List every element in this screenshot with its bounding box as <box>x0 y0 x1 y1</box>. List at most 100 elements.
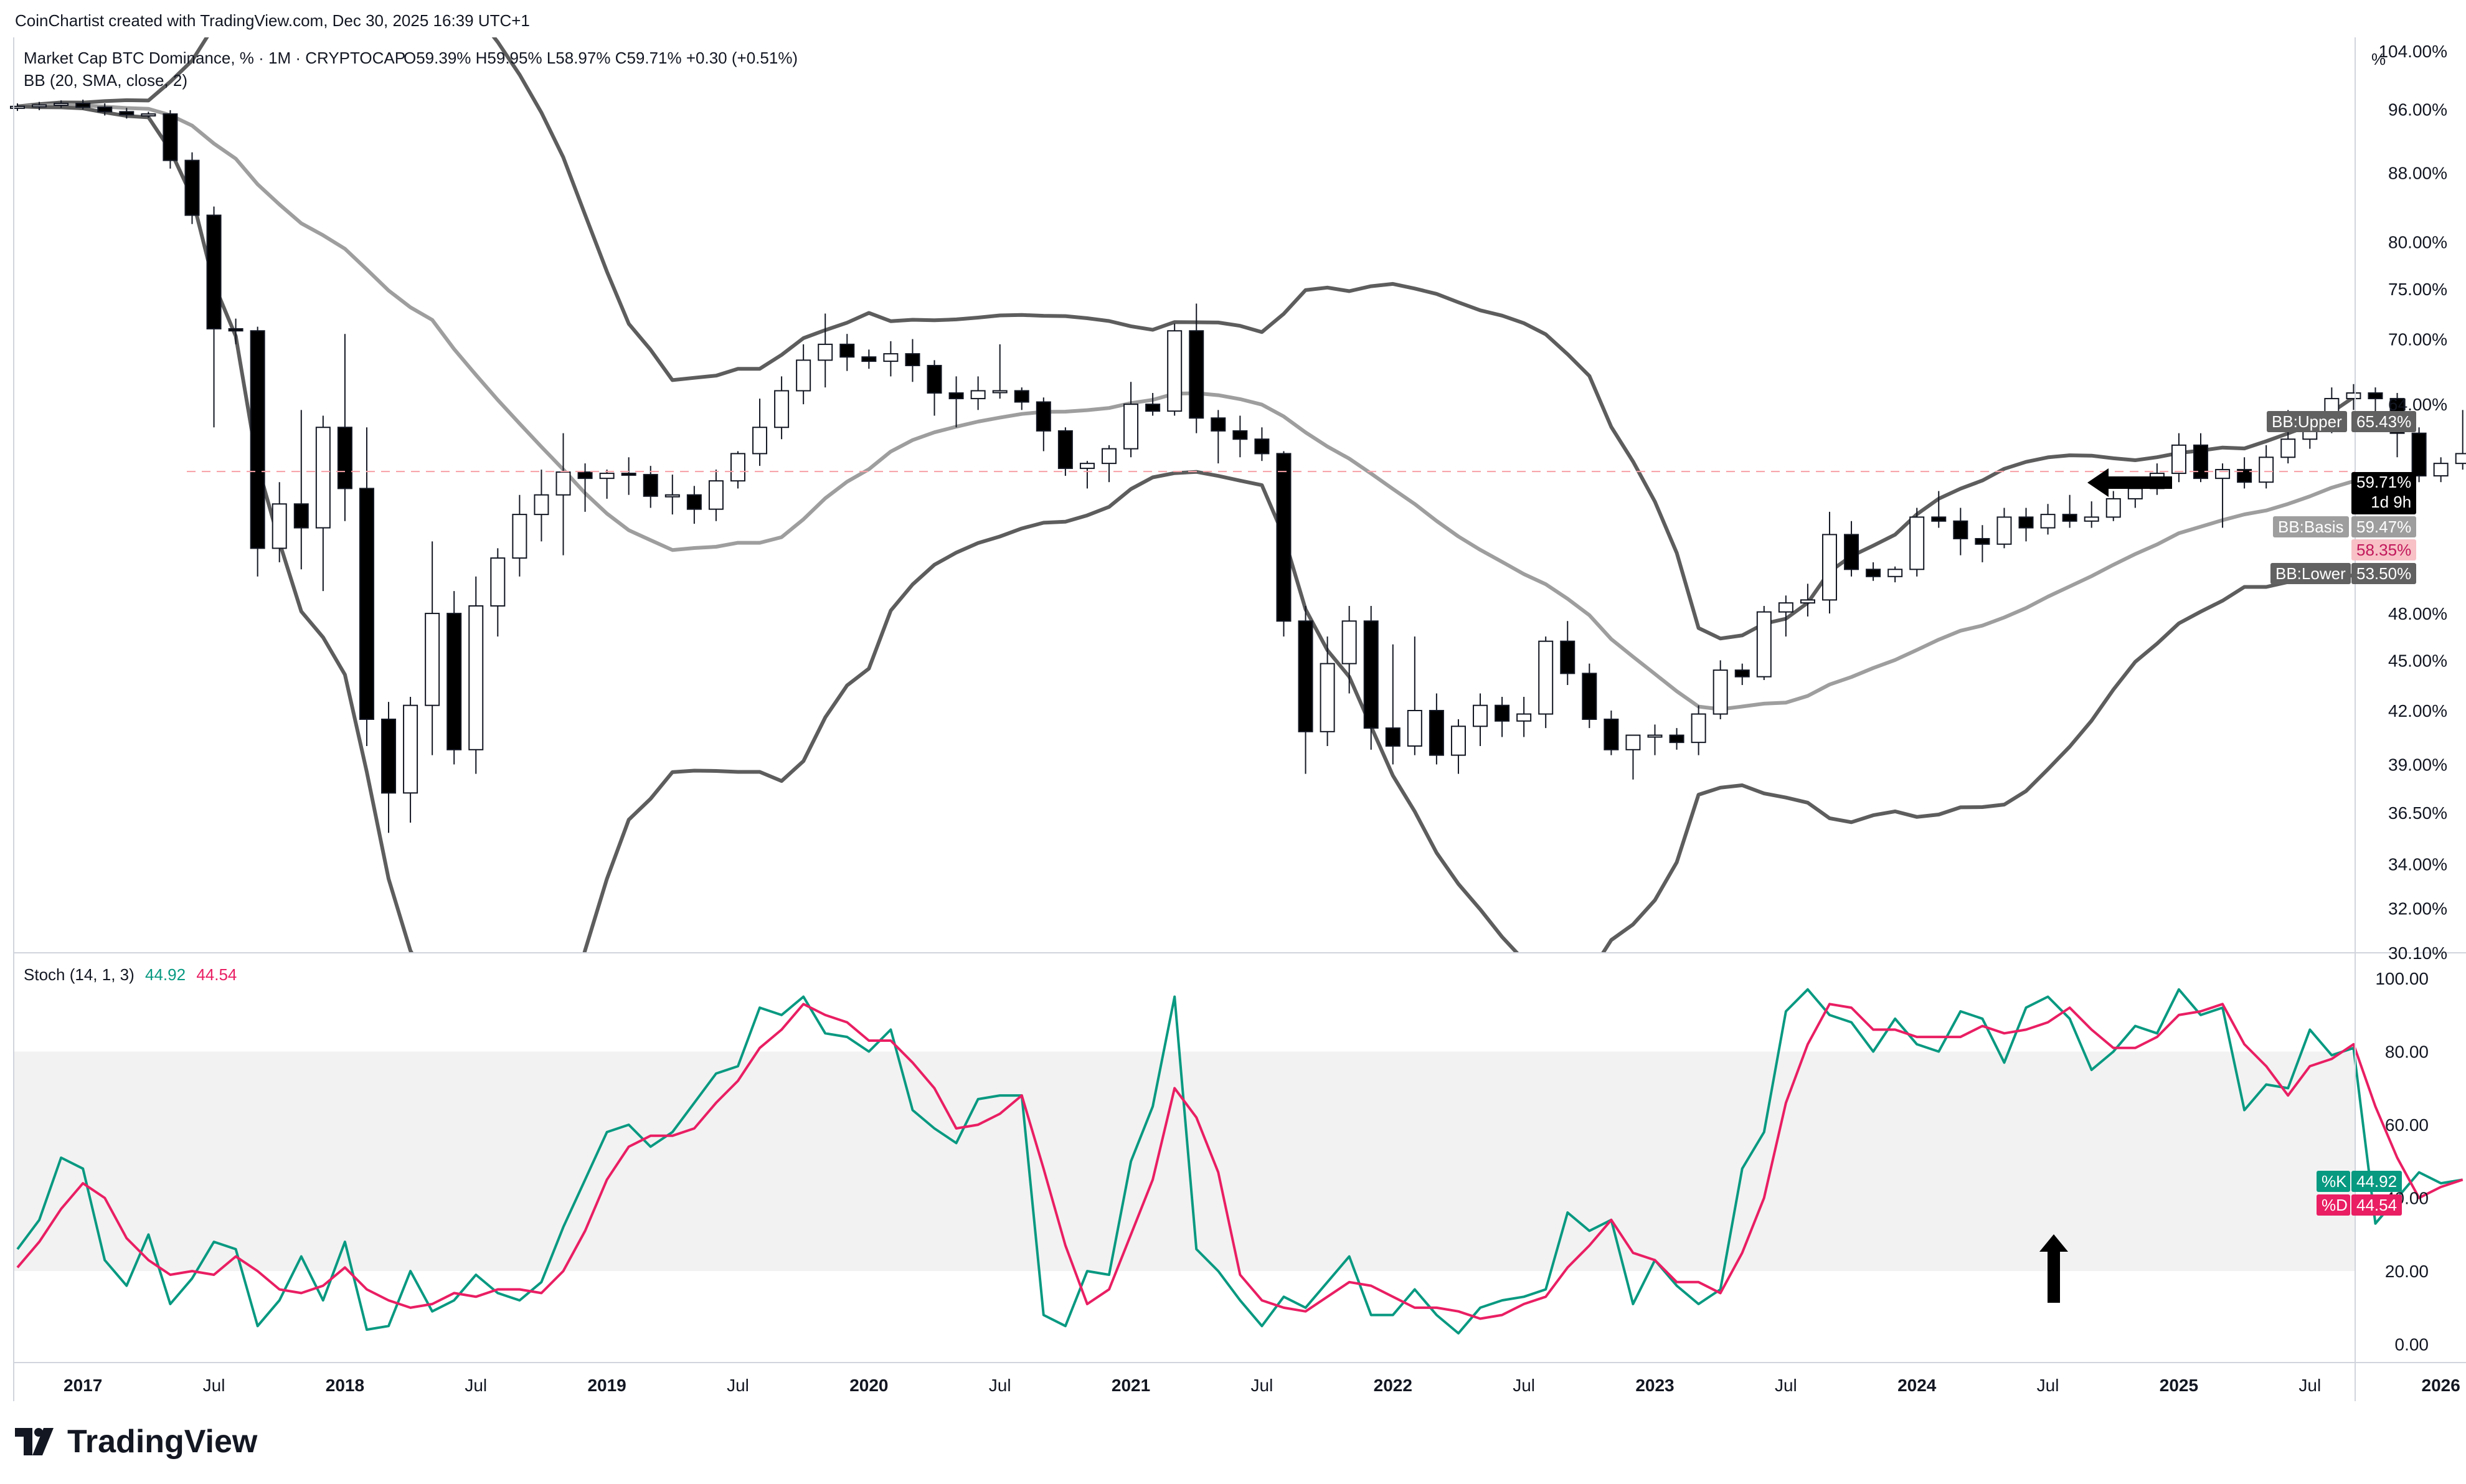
candle-body <box>337 427 352 489</box>
time-tick-label: 2026 <box>2422 1376 2460 1395</box>
stoch-label: Stoch (14, 1, 3) <box>24 965 135 984</box>
candle-body <box>534 494 549 516</box>
last-price-tag: 59.71% 1d 9h <box>2351 472 2417 514</box>
candle-body <box>796 359 811 392</box>
arrow-up-icon <box>2039 1234 2068 1303</box>
stoch-k-tag: %K <box>2317 1171 2350 1192</box>
currency-label: % <box>2371 50 2386 69</box>
candle-body <box>774 390 790 428</box>
tradingview-logo[interactable]: TradingView <box>15 1423 257 1460</box>
time-tick-label: Jul <box>1513 1376 1535 1395</box>
candle-body <box>1320 663 1335 732</box>
candle-body <box>1102 448 1117 465</box>
price-tick-label: 64.00% <box>2388 395 2447 414</box>
candle-body <box>621 473 636 476</box>
symbol-title[interactable]: Market Cap BTC Dominance, % · 1M · CRYPT… <box>24 49 406 67</box>
price-tick-label: 30.10% <box>2388 943 2447 963</box>
price-tick-label: 104.00% <box>2378 42 2447 61</box>
candle-body <box>1734 669 1750 678</box>
candle-body <box>818 343 833 361</box>
candle-body <box>1232 430 1248 440</box>
prev-close-tag: 58.35% <box>2351 539 2417 560</box>
candle-body <box>664 494 680 498</box>
stoch-tick-label: 80.00 <box>2385 1042 2429 1062</box>
candle-body <box>2237 469 2252 483</box>
candle-body <box>315 427 331 529</box>
candle-body <box>1625 734 1641 750</box>
candle-body <box>446 613 462 750</box>
candle-body <box>2062 514 2077 522</box>
price-tick-label: 48.00% <box>2388 604 2447 623</box>
stoch-k-tag-name: %K <box>2322 1172 2347 1191</box>
candle-body <box>992 390 1008 394</box>
candle-body <box>1887 569 1903 577</box>
brand-name: TradingView <box>67 1424 258 1460</box>
bollinger-bands <box>17 37 2355 953</box>
time-tick-label: 2019 <box>587 1376 626 1395</box>
candle-body <box>2433 463 2449 477</box>
price-tick-label: 36.50% <box>2388 803 2447 823</box>
stochastic-pane[interactable] <box>14 988 2464 1335</box>
candle-body <box>10 105 25 109</box>
candle-body <box>1560 640 1576 674</box>
stoch-k-value-tag: 44.92 <box>2351 1171 2402 1192</box>
candlestick-series[interactable] <box>10 99 2466 833</box>
candle-body <box>490 557 506 607</box>
annotations <box>2039 468 2172 1303</box>
candle-body <box>1844 534 1859 570</box>
bb-basis-tag: BB:Basis <box>2273 516 2349 537</box>
candle-body <box>1014 390 1029 403</box>
candle-body <box>1996 516 2012 545</box>
candle-body <box>272 503 287 549</box>
time-tick-label: 2025 <box>2160 1376 2198 1395</box>
candle-body <box>686 494 702 510</box>
candle-body <box>1778 602 1793 613</box>
candle-body <box>1821 534 1837 601</box>
time-tick-label: 2018 <box>326 1376 364 1395</box>
stoch-indicator-label[interactable]: Stoch (14, 1, 3) 44.92 44.54 <box>24 965 237 985</box>
price-tick-label: 88.00% <box>2388 163 2447 182</box>
price-tick-label: 39.00% <box>2388 755 2447 775</box>
candle-body <box>1123 404 1139 450</box>
candle-body <box>708 480 724 510</box>
candle-body <box>2259 456 2274 483</box>
candle-body <box>1145 404 1161 412</box>
candle-body <box>1756 611 1772 678</box>
price-tick-label: 70.00% <box>2388 330 2447 349</box>
candle-body <box>1057 430 1073 470</box>
candle-body <box>970 390 986 400</box>
bar-countdown: 1d 9h <box>2371 493 2412 511</box>
last-price: 59.71% <box>2356 473 2412 491</box>
stoch-d-value: 44.54 <box>196 965 237 984</box>
stoch-d-tag: %D <box>2317 1194 2350 1216</box>
chart-credit: CoinChartist created with TradingView.co… <box>15 11 530 30</box>
time-tick-label: Jul <box>465 1376 487 1395</box>
candle-body <box>927 364 942 394</box>
time-tick-label: Jul <box>1251 1376 1273 1395</box>
candle-body <box>32 104 47 108</box>
candle-body <box>905 353 920 366</box>
price-tick-label: 96.00% <box>2388 100 2447 120</box>
bb-lower-name: BB:Lower <box>2275 564 2346 583</box>
candle-body <box>555 471 571 496</box>
candle-body <box>293 503 309 529</box>
bb-indicator-label[interactable]: BB (20, SMA, close, 2) <box>24 71 187 90</box>
price-tick-label: 34.00% <box>2388 855 2447 874</box>
candle-body <box>1254 438 1270 455</box>
prev-close-value: 58.35% <box>2356 541 2412 559</box>
time-tick-label: Jul <box>203 1376 225 1395</box>
candle-body <box>2018 516 2034 529</box>
candle-body <box>1276 453 1292 622</box>
candle-body <box>54 103 69 106</box>
ohlc-readout: O59.39% H59.95% L58.97% C59.71% +0.30 (+… <box>404 49 798 67</box>
bb-upper-value-tag: 65.43% <box>2351 411 2417 432</box>
bb-lower-line <box>17 104 2355 953</box>
time-tick-label: 2022 <box>1374 1376 1412 1395</box>
time-tick-label: 2020 <box>849 1376 888 1395</box>
candle-body <box>2455 453 2466 465</box>
bb-upper-value: 65.43% <box>2356 412 2412 431</box>
bb-basis-line <box>17 103 2355 711</box>
candle-body <box>468 605 484 750</box>
stoch-d-value-tag: 44.54 <box>2351 1194 2402 1216</box>
